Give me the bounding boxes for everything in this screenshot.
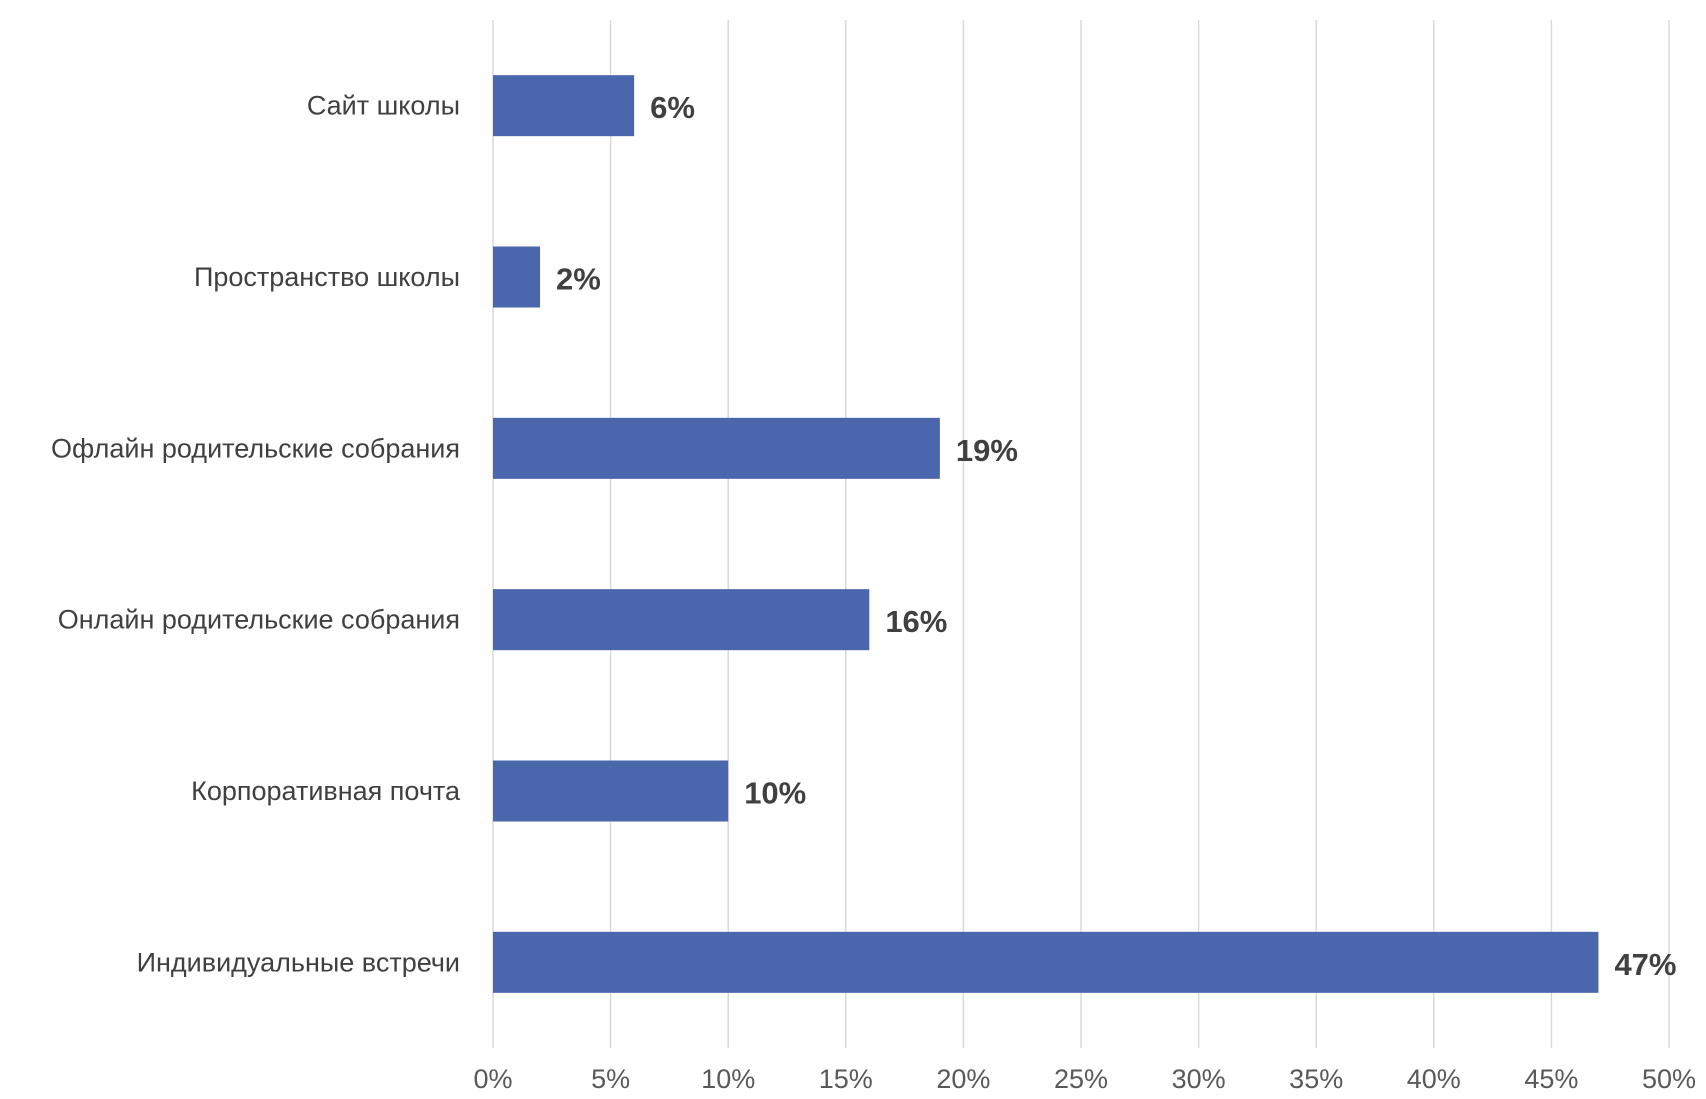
bar	[493, 760, 729, 822]
x-tick-label: 10%	[701, 1064, 755, 1094]
data-label: 2%	[556, 262, 601, 297]
data-label: 6%	[650, 90, 695, 125]
x-tick-label: 40%	[1407, 1064, 1461, 1094]
category-label: Сайт школы	[307, 91, 460, 121]
x-tick-label: 0%	[473, 1064, 512, 1094]
x-tick-label: 50%	[1642, 1064, 1696, 1094]
data-label: 16%	[885, 604, 947, 639]
x-tick-label: 30%	[1172, 1064, 1226, 1094]
x-tick-label: 20%	[936, 1064, 990, 1094]
category-label: Онлайн родительские собрания	[58, 605, 460, 635]
data-label: 10%	[744, 776, 806, 811]
category-label: Офлайн родительские собрания	[51, 433, 460, 463]
bar	[493, 931, 1599, 993]
bars	[493, 75, 1599, 993]
bar	[493, 589, 870, 651]
x-tick-label: 15%	[819, 1064, 873, 1094]
x-tick-label: 5%	[591, 1064, 630, 1094]
bar	[493, 75, 635, 137]
x-tick-label: 35%	[1289, 1064, 1343, 1094]
data-label: 19%	[956, 433, 1018, 468]
category-label: Корпоративная почта	[191, 776, 461, 806]
x-axis-ticks: 0% 5% 10% 15% 20% 25% 30% 35% 40% 45% 50%	[473, 1064, 1696, 1094]
x-tick-label: 25%	[1054, 1064, 1108, 1094]
data-label: 47%	[1614, 947, 1676, 982]
bar	[493, 417, 940, 479]
category-labels: Сайт школы Пространство школы Офлайн родит…	[51, 91, 461, 978]
x-tick-label: 45%	[1524, 1064, 1578, 1094]
gridlines	[492, 20, 1670, 1048]
category-label: Индивидуальные встречи	[137, 947, 460, 977]
data-labels: 6% 2% 19% 16% 10% 47%	[556, 90, 1676, 982]
category-label: Пространство школы	[194, 262, 460, 292]
bar	[493, 246, 541, 308]
